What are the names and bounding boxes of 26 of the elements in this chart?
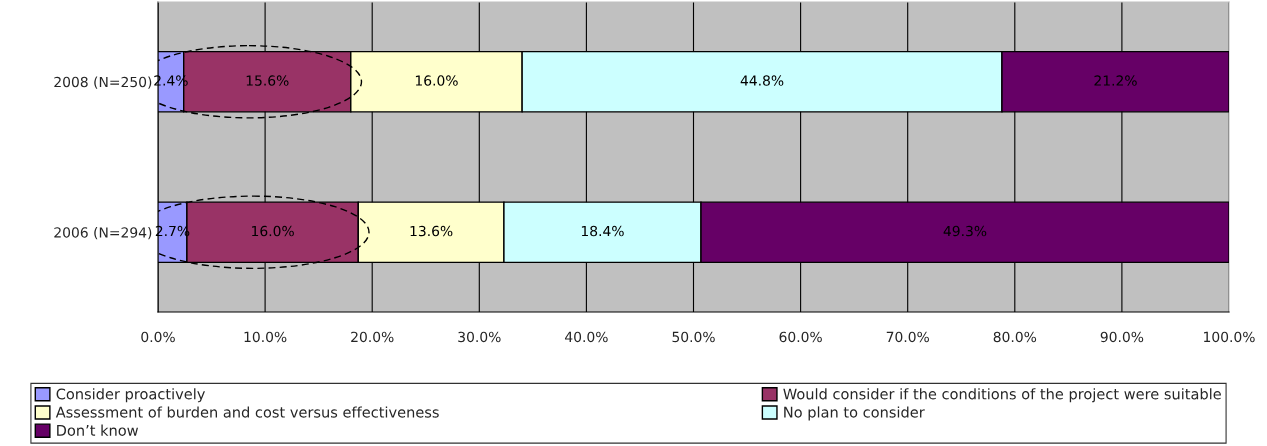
x-tick-label: 20.0%	[351, 331, 394, 343]
x-tick-label: 40.0%	[565, 331, 608, 343]
legend-label: Assessment of burden and cost versus effectiveness	[55, 406, 439, 418]
y-tick-label: 2006 (N=294)	[54, 226, 152, 240]
data-label: 44.8%	[740, 75, 784, 86]
x-tick-label: 60.0%	[779, 331, 822, 343]
x-tick-label: 50.0%	[672, 331, 715, 343]
legend-label: Don’t know	[57, 424, 139, 436]
data-label: 16.0%	[415, 75, 458, 86]
legend-label: Consider proactively	[56, 388, 205, 403]
legend-label: Would consider if the conditions of the project were suitable	[783, 388, 1221, 403]
data-label: 49.3%	[943, 225, 987, 237]
x-tick-label: 10.0%	[244, 331, 287, 343]
data-label: 18.4%	[581, 225, 624, 237]
data-label: 15.6%	[246, 75, 289, 86]
x-tick-label: 90.0%	[1100, 331, 1144, 343]
x-tick-label: 80.0%	[993, 331, 1037, 343]
legend-label: No plan to consider	[784, 406, 925, 421]
data-label: 13.6%	[410, 225, 453, 237]
x-tick-label: 0.0%	[141, 331, 175, 343]
y-tick-label: 2008 (N=250)	[54, 76, 152, 89]
data-label: 21.2%	[1094, 75, 1137, 86]
x-tick-label: 100.0%	[1204, 331, 1255, 343]
x-tick-label: 30.0%	[458, 331, 501, 343]
data-label: 16.0%	[252, 225, 294, 237]
x-tick-label: 70.0%	[886, 331, 929, 343]
